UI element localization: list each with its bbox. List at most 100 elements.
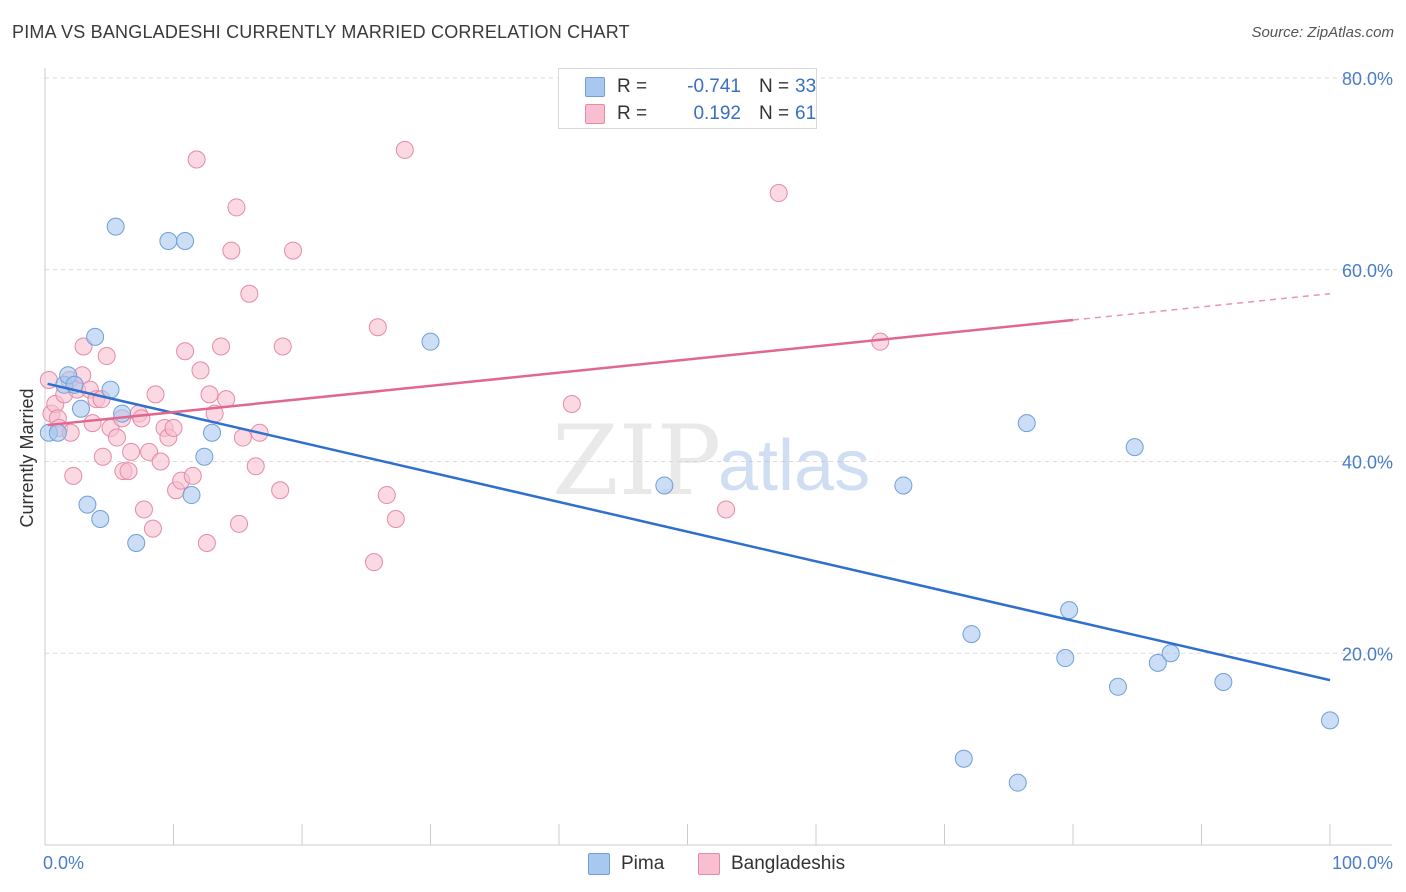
chart-title: PIMA VS BANGLADESHI CURRENTLY MARRIED CO… [12, 22, 630, 42]
pima-point [1008, 773, 1027, 792]
r-value: -0.741 [687, 76, 741, 97]
pima-point [421, 332, 440, 351]
pima-points [39, 217, 1339, 792]
bang-point [146, 385, 165, 404]
pima-point [182, 486, 201, 505]
pima-point [86, 327, 105, 346]
pima-point [203, 423, 222, 442]
bang-point [191, 361, 210, 380]
pima-point [1017, 414, 1036, 433]
x-tick-label: 100.0% [1332, 853, 1393, 873]
bang-point [395, 140, 414, 159]
pima-point [48, 423, 67, 442]
bang-point [93, 447, 112, 466]
pima-point [1161, 644, 1180, 663]
legend-label-pima: Pima [621, 853, 665, 874]
bang-point [107, 428, 126, 447]
watermark: ZIP atlas [552, 405, 870, 517]
bang-point [176, 342, 195, 361]
pima-point [113, 404, 132, 423]
bang-point [134, 500, 153, 519]
axes [44, 68, 1392, 846]
bang-point [364, 553, 383, 572]
pima-point [127, 533, 146, 552]
pima-point [1125, 438, 1144, 457]
pima-point [1214, 673, 1233, 692]
bang-point [230, 514, 249, 533]
r-label: R = [617, 103, 648, 124]
n-value: 33 [795, 76, 817, 97]
pima-point [1321, 711, 1339, 730]
y-tick-label: 80.0% [1342, 69, 1393, 89]
bang-point [284, 241, 303, 260]
bang-point [64, 466, 83, 485]
bang-trend-extension [1072, 292, 1331, 321]
bangladeshis-points [39, 140, 890, 572]
bang-point [769, 184, 788, 203]
pima-point [78, 495, 97, 514]
bang-point [83, 414, 102, 433]
x-tick-label: 0.0% [43, 853, 84, 873]
bang-point [122, 442, 141, 461]
stats-legend: R = -0.741 N = 33 R = 0.192 N = 61 [558, 68, 817, 129]
bangladeshis-swatch [698, 853, 720, 875]
pima-point [91, 510, 110, 529]
pima-point [1108, 677, 1127, 696]
bang-point [240, 284, 259, 303]
y-tick-label: 60.0% [1342, 261, 1393, 281]
pima-point [106, 217, 125, 236]
bang-point [143, 519, 162, 538]
bang-point [197, 533, 216, 552]
pima-point [159, 231, 178, 250]
pima-point [1056, 649, 1075, 668]
pima-swatch [585, 77, 605, 97]
bang-point [164, 418, 183, 437]
bangladeshis-swatch [585, 104, 605, 124]
pima-point [195, 447, 214, 466]
trend-lines [47, 292, 1331, 682]
pima-point [954, 749, 973, 768]
n-label: N = [759, 103, 790, 124]
bang-point [271, 481, 290, 500]
bang-point [227, 198, 246, 217]
bang-point [562, 394, 581, 413]
bang-point [187, 150, 206, 169]
gridlines [45, 77, 1392, 654]
source-credit: Source: ZipAtlas.com [1251, 24, 1394, 41]
watermark-atlas: atlas [718, 426, 870, 506]
y-tick-label: 20.0% [1342, 644, 1393, 664]
bang-point [273, 337, 292, 356]
pima-point [1148, 653, 1167, 672]
bang-point [212, 337, 231, 356]
r-label: R = [617, 76, 648, 97]
bang-point [132, 409, 151, 428]
bang-point [119, 462, 138, 481]
bang-point [386, 510, 405, 529]
bang-point [246, 457, 265, 476]
pima-point [655, 476, 674, 495]
bang-point [200, 385, 219, 404]
bang-point [151, 452, 170, 471]
bang-point [222, 241, 241, 260]
bang-point [871, 332, 890, 351]
bang-point [717, 500, 736, 519]
bang-point [140, 442, 159, 461]
pima-swatch [588, 853, 610, 875]
bang-point [368, 318, 387, 337]
legend-label-bangladeshis: Bangladeshis [731, 853, 846, 874]
r-value: 0.192 [693, 103, 741, 124]
bang-trend-line [47, 318, 1074, 427]
n-value: 61 [795, 103, 817, 124]
tick-labels: 20.0% 40.0% 60.0% 80.0% 0.0% 100.0% [43, 69, 1393, 873]
pima-trend-line [47, 382, 1331, 682]
bang-point [377, 486, 396, 505]
watermark-zip: ZIP [552, 405, 721, 517]
n-label: N = [759, 76, 790, 97]
pima-point [71, 399, 90, 418]
pima-point [176, 231, 195, 250]
y-tick-label: 40.0% [1342, 453, 1393, 473]
y-axis-label: Currently Married [17, 388, 37, 527]
bang-point [183, 466, 202, 485]
bang-point [97, 347, 116, 366]
